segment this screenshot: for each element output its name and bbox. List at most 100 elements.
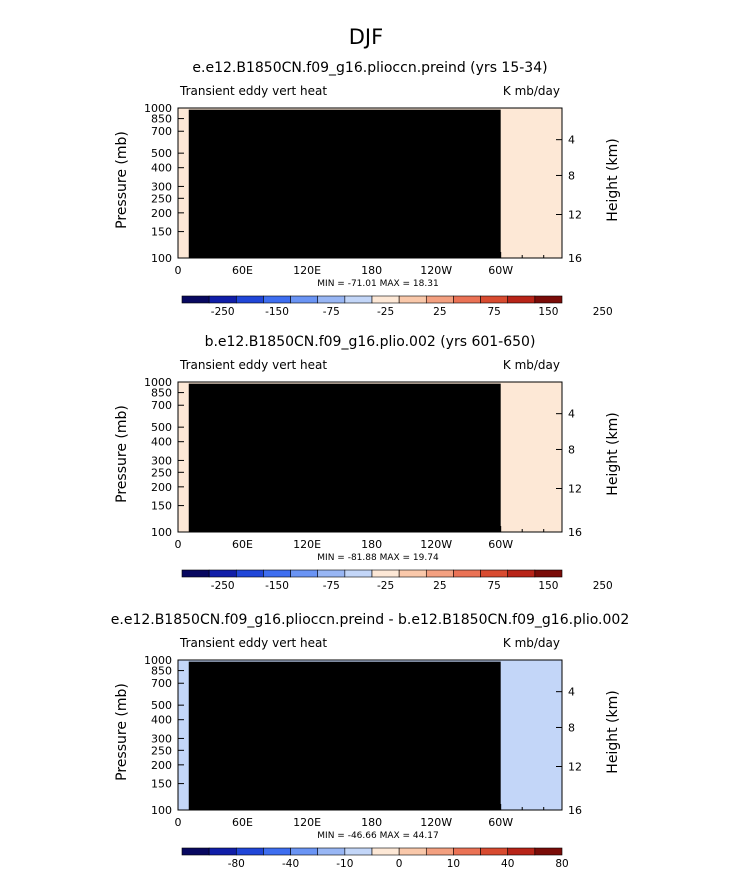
colorbar-box xyxy=(344,847,373,856)
colorbar-box xyxy=(507,295,536,304)
panel-3: e.e12.B1850CN.f09_g16.plioccn.preind - b… xyxy=(111,612,629,870)
right-label: K mb/day xyxy=(503,636,560,650)
y-axis-label: Pressure (mb) xyxy=(114,131,130,229)
colorbar-label: 10 xyxy=(447,858,460,870)
y-tick-label: 400 xyxy=(151,436,172,449)
left-label: Transient eddy vert heat xyxy=(179,84,327,98)
colorbar-box xyxy=(425,847,454,856)
colorbar-label: -75 xyxy=(323,580,340,592)
colorbar-box xyxy=(480,847,509,856)
y-tick-label: 850 xyxy=(151,387,172,400)
colorbar-label: -25 xyxy=(377,580,394,592)
colorbar-label: 25 xyxy=(433,580,446,592)
x-tick-label: 60E xyxy=(232,538,253,551)
y-axis-label: Pressure (mb) xyxy=(114,683,130,781)
x-tick-label: 60W xyxy=(488,538,513,551)
x-tick-label: 120E xyxy=(293,264,321,277)
colorbar-label: 0 xyxy=(396,858,403,870)
y-tick-label: 300 xyxy=(151,454,172,467)
y2-tick-label: 12 xyxy=(568,208,582,221)
x-tick-label: 180 xyxy=(361,264,382,277)
contour-field xyxy=(178,660,562,810)
y-tick-label: 1000 xyxy=(144,102,172,115)
y-tick-label: 200 xyxy=(151,481,172,494)
colorbar-box xyxy=(398,569,427,578)
colorbar-box xyxy=(453,847,481,856)
x-tick-label: 60W xyxy=(488,264,513,277)
colorbar-label: -150 xyxy=(265,306,289,318)
panel-title: e.e12.B1850CN.f09_g16.plioccn.preind (yr… xyxy=(192,60,547,76)
y-tick-label: 250 xyxy=(151,744,172,757)
y2-tick-label: 4 xyxy=(568,408,575,421)
colorbar-box xyxy=(534,295,563,304)
colorbar-label: 25 xyxy=(433,306,446,318)
colorbar-label: 150 xyxy=(538,580,558,592)
colorbar-box xyxy=(290,295,319,304)
y-tick-label: 200 xyxy=(151,207,172,220)
panel-title: e.e12.B1850CN.f09_g16.plioccn.preind - b… xyxy=(111,612,629,628)
y2-tick-label: 8 xyxy=(568,721,575,734)
min-max-stats: MIN = -46.66 MAX = 44.17 xyxy=(317,831,438,841)
contour-field xyxy=(178,108,562,258)
left-label: Transient eddy vert heat xyxy=(179,358,327,372)
y2-axis-label: Height (km) xyxy=(605,690,621,773)
colorbar-label: -10 xyxy=(336,858,353,870)
topography xyxy=(188,109,501,258)
colorbar-box xyxy=(235,569,264,578)
x-tick-label: 120W xyxy=(420,816,452,829)
y-tick-label: 700 xyxy=(151,125,172,138)
colorbar-label: 75 xyxy=(487,306,500,318)
x-tick-label: 180 xyxy=(361,816,382,829)
colorbar-label: 40 xyxy=(501,858,514,870)
colorbar-box xyxy=(534,847,563,856)
y2-tick-label: 16 xyxy=(568,804,582,817)
y-tick-label: 150 xyxy=(151,778,172,791)
topography xyxy=(188,383,501,532)
plot-frame xyxy=(177,381,563,533)
x-tick-label: 60E xyxy=(232,816,253,829)
colorbar-label: -250 xyxy=(211,580,235,592)
figure-title: DJF xyxy=(349,25,383,49)
colorbar-label: 250 xyxy=(593,306,613,318)
colorbar-box xyxy=(263,295,291,304)
y2-tick-label: 16 xyxy=(568,252,582,265)
colorbar-box xyxy=(263,569,291,578)
colorbar-box xyxy=(371,295,400,304)
colorbar-box xyxy=(398,847,427,856)
x-tick-label: 120E xyxy=(293,538,321,551)
colorbar-box xyxy=(425,569,454,578)
y-tick-label: 700 xyxy=(151,677,172,690)
x-tick-label: 0 xyxy=(175,816,182,829)
plot-frame xyxy=(177,107,563,259)
colorbar-box xyxy=(371,847,400,856)
colorbar: -250 -150 -75 -25 25 75 150 250 xyxy=(181,569,613,592)
x-tick-label: 0 xyxy=(175,264,182,277)
contour-field xyxy=(178,382,562,532)
colorbar-box xyxy=(453,295,481,304)
x-tick-label: 120E xyxy=(293,816,321,829)
y-tick-label: 850 xyxy=(151,113,172,126)
y2-tick-label: 16 xyxy=(568,526,582,539)
y-tick-label: 300 xyxy=(151,180,172,193)
y-tick-label: 400 xyxy=(151,162,172,175)
colorbar-box xyxy=(181,295,210,304)
colorbar-box xyxy=(453,569,481,578)
y-tick-label: 150 xyxy=(151,500,172,513)
y-tick-label: 700 xyxy=(151,399,172,412)
y2-tick-label: 12 xyxy=(568,760,582,773)
y-tick-label: 100 xyxy=(151,526,172,539)
colorbar-box xyxy=(534,569,563,578)
min-max-stats: MIN = -81.88 MAX = 19.74 xyxy=(317,553,439,563)
panel-2: b.e12.B1850CN.f09_g16.plio.002 (yrs 601-… xyxy=(114,334,621,592)
y-tick-label: 500 xyxy=(151,421,172,434)
y-tick-label: 500 xyxy=(151,699,172,712)
colorbar-box xyxy=(208,569,237,578)
colorbar-box xyxy=(208,295,237,304)
colorbar-label: 250 xyxy=(593,580,613,592)
y2-tick-label: 12 xyxy=(568,482,582,495)
y2-tick-label: 8 xyxy=(568,443,575,456)
colorbar-box xyxy=(344,569,373,578)
y-tick-label: 100 xyxy=(151,804,172,817)
left-label: Transient eddy vert heat xyxy=(179,636,327,650)
